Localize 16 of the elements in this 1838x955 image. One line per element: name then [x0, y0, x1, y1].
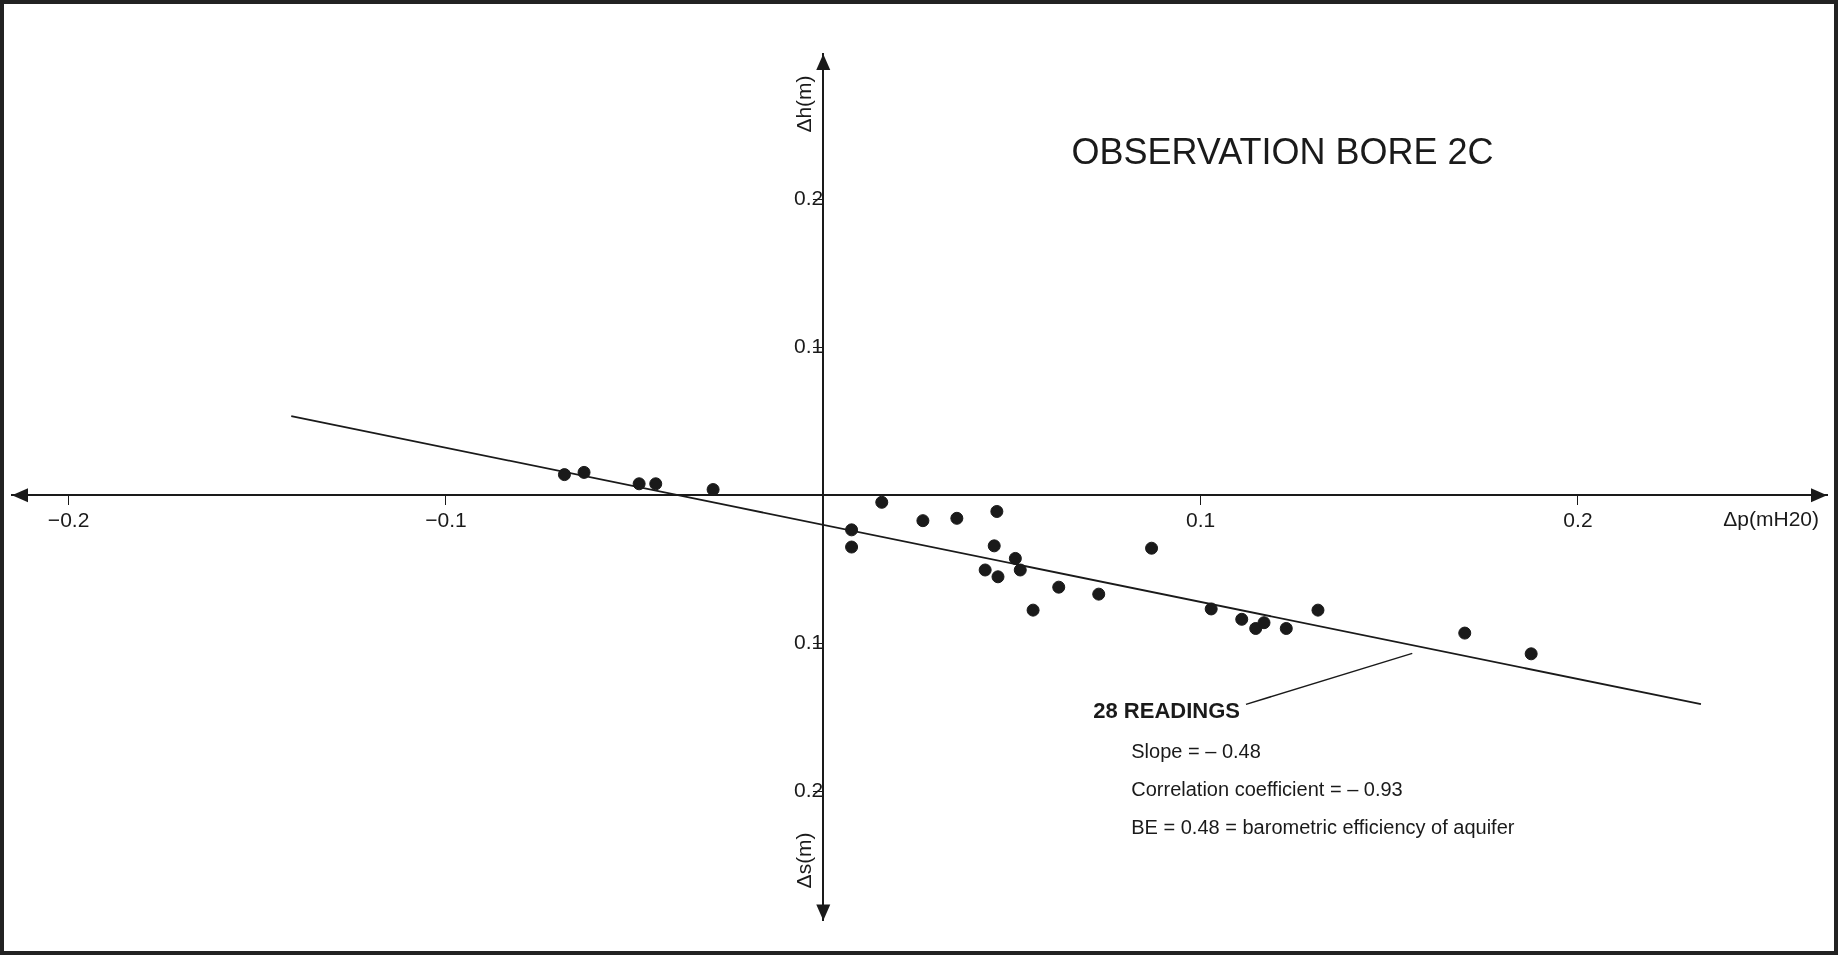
x-tick-label: 0.2	[1563, 507, 1593, 531]
annotation: Δs(m)	[792, 832, 816, 889]
text: OBSERVATION BORE 2C	[1071, 130, 1494, 172]
annotation: BE = 0.48 = barometric efficiency of aquifer	[1131, 815, 1515, 838]
x-tick-label: −0.1	[425, 507, 467, 531]
annotation: Slope = – 0.48	[1131, 739, 1261, 762]
x-axis-title: Δp(mH20)	[1723, 506, 1819, 530]
x-tick-label: −0.2	[47, 507, 90, 531]
y-tick-label: 0.2	[794, 185, 824, 209]
y-tick-label: 0.2	[794, 778, 824, 802]
annotation: 28 READINGS	[1093, 698, 1240, 724]
y-tick-label: 0.1	[794, 630, 824, 654]
y-axis-title: Δh(m)	[792, 75, 816, 133]
annotation: Correlation coefficient = – 0.93	[1131, 777, 1403, 800]
y-tick-label: 0.1	[794, 334, 824, 358]
x-tick-label: 0.1	[1186, 507, 1216, 531]
